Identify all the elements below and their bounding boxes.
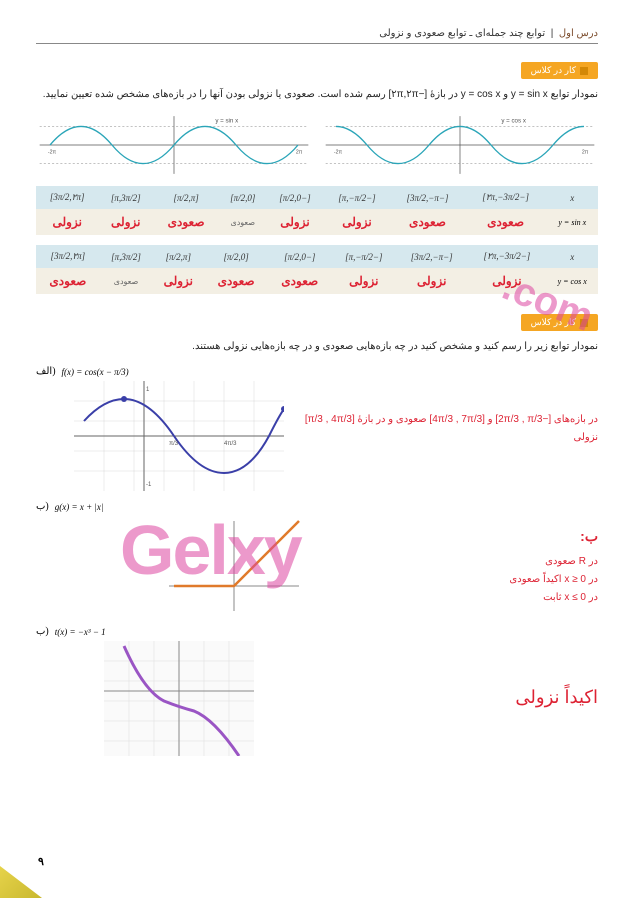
sin-label: y = sin x <box>215 117 239 124</box>
fn-a-chart: 1 -1 π/3 4π/3 <box>74 381 284 491</box>
svg-text:4π/3: 4π/3 <box>224 441 237 447</box>
svg-text:2π: 2π <box>296 149 303 155</box>
cos-chart: y = cos x -2π 2π <box>322 114 598 176</box>
sin-table: x [−۲π,−3π/2] [−3π/2,−π] [−π,−π/2] [−π/2… <box>36 186 598 235</box>
sin-chart: y = sin x -2π 2π <box>36 114 312 176</box>
sin-table-row: y = sin x صعودی صعودی نزولی نزولی صعودی … <box>36 209 598 235</box>
fn-c-answer: اکیداً نزولی <box>262 641 598 713</box>
task-text: نمودار توابع زیر را رسم کنید و مشخص کنید… <box>36 337 598 356</box>
fn-b-line: ب) g(x) = x + |x| <box>36 501 598 512</box>
intro-text: نمودار توابع y = sin x و y = cos x در با… <box>36 85 598 104</box>
svg-text:-2π: -2π <box>334 149 343 155</box>
sin-table-header: x [−۲π,−3π/2] [−3π/2,−π] [−π,−π/2] [−π/2… <box>36 186 598 209</box>
section-tag-2: کار در کلاس <box>521 314 598 331</box>
fn-a-row: 1 -1 π/3 4π/3 در بازه‌های [−2π/3 , π/3] … <box>36 381 598 491</box>
fn-b-row: ب: در R صعودی در x ≥ 0 اکیداً صعودی در x… <box>36 516 598 616</box>
cos-table-header: x [−۲π,−3π/2] [−3π/2,−π] [−π,−π/2] [−π/2… <box>36 245 598 268</box>
svg-text:2π: 2π <box>582 149 589 155</box>
page-header: درس اول | توابع چند جمله‌ای ـ توابع صعود… <box>36 28 598 44</box>
fn-a-answer: در بازه‌های [−2π/3 , π/3] و [4π/3 , 7π/3… <box>292 381 598 447</box>
lesson-label: درس اول <box>559 28 598 39</box>
fn-b-answer: ب: در R صعودی در x ≥ 0 اکیداً صعودی در x… <box>312 516 598 607</box>
svg-text:-1: -1 <box>146 482 152 488</box>
page-number: ۹ <box>38 855 44 868</box>
lesson-title: توابع چند جمله‌ای ـ توابع صعودی و نزولی <box>379 28 545 39</box>
fn-c-row: اکیداً نزولی <box>36 641 598 756</box>
corner-decoration <box>0 866 42 898</box>
cos-label: y = cos x <box>501 117 526 124</box>
svg-text:-2π: -2π <box>48 149 57 155</box>
cos-table-row: y = cos x نزولی نزولی نزولی صعودی صعودی … <box>36 268 598 294</box>
section-tag-1: کار در کلاس <box>521 62 598 79</box>
svg-text:π/3: π/3 <box>169 441 179 447</box>
top-charts: y = sin x -2π 2π y = cos x -2π 2π <box>36 114 598 176</box>
fn-c-chart <box>104 641 254 756</box>
fn-a-line: الف) f(x) = cos(x − π/3) <box>36 366 598 377</box>
fn-b-chart <box>164 516 304 616</box>
fn-c-line: ب) t(x) = −x³ − 1 <box>36 626 598 637</box>
cos-table: x [−۲π,−3π/2] [−3π/2,−π] [−π,−π/2] [−π/2… <box>36 245 598 294</box>
